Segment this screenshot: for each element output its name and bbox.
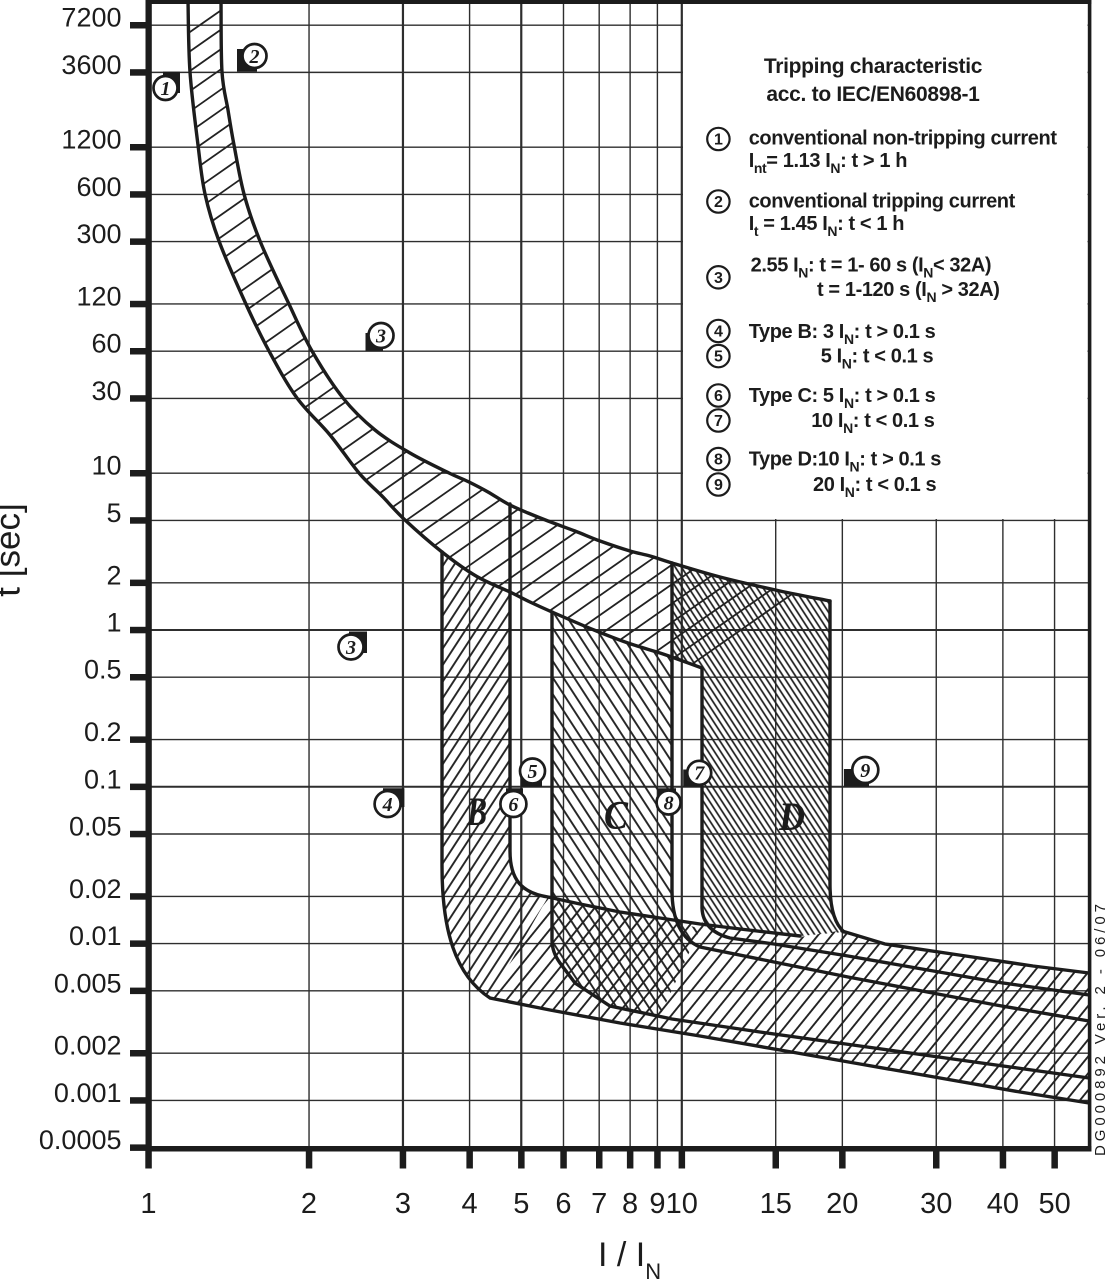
svg-text:9: 9 (649, 1188, 665, 1220)
svg-text:4: 4 (462, 1188, 478, 1220)
svg-text:Int= 1.13 IN: t > 1 h: Int= 1.13 IN: t > 1 h (749, 150, 907, 176)
svg-text:Type B: 3 IN: t > 0.1 s: Type B: 3 IN: t > 0.1 s (749, 321, 936, 347)
svg-text:0.2: 0.2 (84, 717, 122, 747)
svg-text:Type C: 5 IN: t > 0.1 s: Type C: 5 IN: t > 0.1 s (749, 385, 936, 411)
svg-text:7: 7 (694, 763, 705, 785)
svg-text:0.001: 0.001 (54, 1078, 122, 1108)
svg-text:Tripping characteristic: Tripping characteristic (764, 55, 983, 78)
svg-text:10: 10 (91, 451, 121, 481)
svg-text:acc. to IEC/EN60898-1: acc. to IEC/EN60898-1 (766, 83, 980, 106)
svg-text:0.05: 0.05 (69, 812, 122, 842)
svg-text:1: 1 (106, 608, 121, 638)
svg-text:0.01: 0.01 (69, 921, 122, 951)
svg-text:20 IN: t < 0.1 s: 20 IN: t < 0.1 s (813, 474, 937, 500)
svg-text:Type D:10 IN: t > 0.1 s: Type D:10 IN: t > 0.1 s (749, 449, 942, 475)
svg-text:5: 5 (513, 1188, 529, 1220)
svg-text:1200: 1200 (61, 125, 121, 155)
svg-text:1: 1 (714, 132, 723, 149)
svg-text:15: 15 (760, 1188, 792, 1220)
svg-text:conventional tripping current: conventional tripping current (749, 191, 1016, 213)
svg-text:3600: 3600 (61, 50, 121, 80)
svg-text:4: 4 (382, 794, 393, 816)
svg-text:8: 8 (714, 452, 723, 469)
svg-text:5 IN: t < 0.1 s: 5 IN: t < 0.1 s (821, 346, 934, 372)
svg-text:40: 40 (987, 1188, 1019, 1220)
svg-text:2.55 IN: t = 1- 60 s (IN< 32A): 2.55 IN: t = 1- 60 s (IN< 32A) (751, 255, 992, 281)
svg-text:3: 3 (395, 1188, 411, 1220)
svg-text:4: 4 (714, 324, 723, 341)
svg-text:5: 5 (528, 761, 538, 783)
svg-text:20: 20 (826, 1188, 858, 1220)
svg-text:60: 60 (91, 329, 121, 359)
svg-text:D: D (778, 794, 805, 839)
svg-text:5: 5 (714, 349, 723, 366)
svg-text:3: 3 (375, 325, 386, 347)
svg-text:3: 3 (714, 270, 723, 287)
svg-text:conventional non-tripping curr: conventional non-tripping current (749, 128, 1058, 150)
svg-text:0.02: 0.02 (69, 874, 122, 904)
svg-text:7: 7 (591, 1188, 607, 1220)
svg-text:7200: 7200 (61, 3, 121, 33)
svg-text:5: 5 (106, 498, 121, 528)
svg-text:7: 7 (714, 413, 723, 430)
svg-text:30: 30 (91, 376, 121, 406)
svg-text:1: 1 (161, 78, 171, 100)
svg-text:2: 2 (106, 560, 121, 590)
svg-text:3: 3 (345, 637, 356, 659)
svg-text:120: 120 (76, 282, 121, 312)
svg-text:300: 300 (76, 219, 121, 249)
svg-text:0.005: 0.005 (54, 968, 122, 998)
svg-text:B: B (466, 789, 487, 834)
svg-text:DG000892 Ver. 2 - 06/07: DG000892 Ver. 2 - 06/07 (1092, 904, 1109, 1156)
svg-text:2: 2 (249, 46, 260, 68)
svg-text:0.0005: 0.0005 (39, 1125, 122, 1155)
svg-text:2: 2 (714, 194, 723, 211)
svg-text:It = 1.45 IN: t < 1 h: It = 1.45 IN: t < 1 h (749, 213, 904, 239)
svg-text:8: 8 (622, 1188, 638, 1220)
svg-text:6: 6 (555, 1188, 571, 1220)
svg-text:t = 1-120 s (IN > 32A): t = 1-120 s (IN > 32A) (817, 279, 1000, 305)
svg-text:0.002: 0.002 (54, 1031, 122, 1061)
svg-text:6: 6 (508, 794, 518, 816)
svg-text:2: 2 (301, 1188, 317, 1220)
svg-text:9: 9 (714, 477, 723, 494)
svg-text:600: 600 (76, 172, 121, 202)
svg-text:C: C (604, 793, 629, 838)
svg-text:10 IN: t < 0.1 s: 10 IN: t < 0.1 s (811, 410, 935, 436)
svg-text:0.1: 0.1 (84, 764, 122, 794)
svg-text:6: 6 (714, 388, 723, 405)
svg-text:10: 10 (666, 1188, 698, 1220)
svg-text:50: 50 (1038, 1188, 1070, 1220)
svg-text:30: 30 (920, 1188, 952, 1220)
svg-text:0.5: 0.5 (84, 655, 122, 685)
svg-text:t [sec]: t [sec] (0, 503, 28, 596)
svg-text:9: 9 (860, 760, 870, 782)
svg-text:8: 8 (664, 792, 674, 814)
svg-text:1: 1 (140, 1188, 156, 1220)
